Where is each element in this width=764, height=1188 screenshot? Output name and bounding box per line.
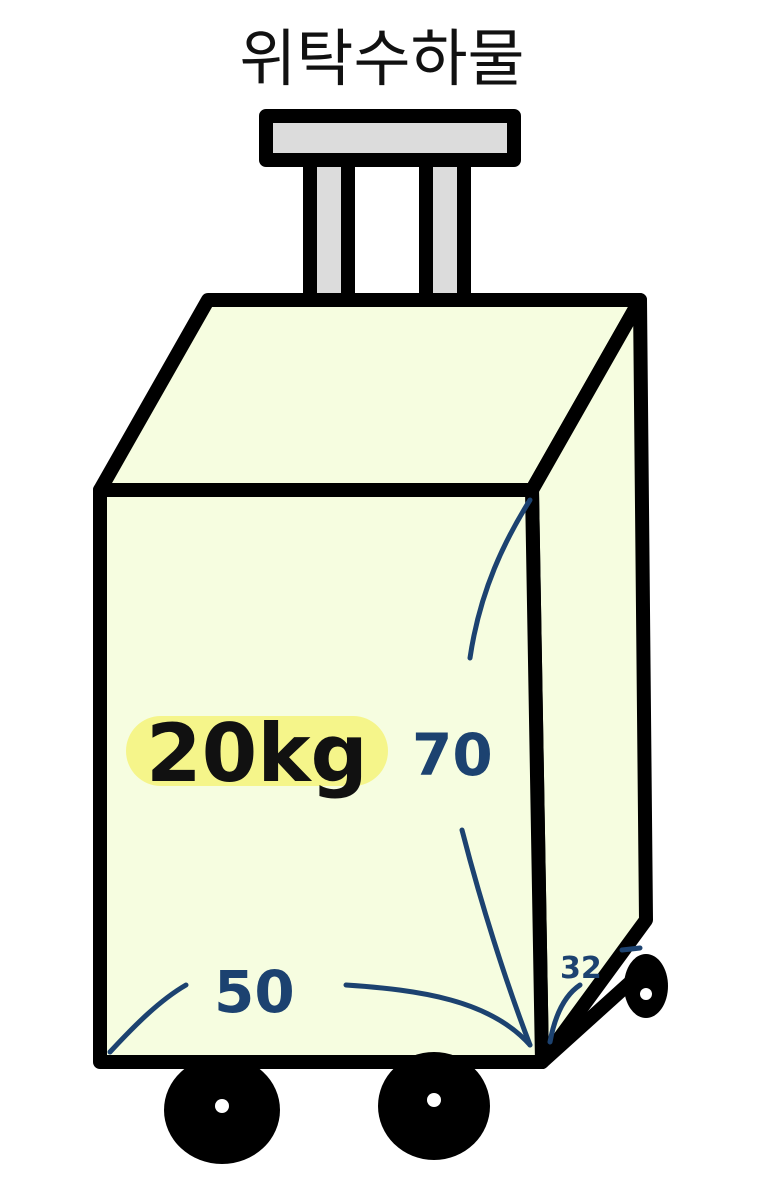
front-wheels xyxy=(164,1052,490,1164)
diagram-title: 위탁수하물 xyxy=(239,22,525,95)
suitcase-body xyxy=(93,293,653,1069)
weight-highlight xyxy=(126,716,388,786)
dimension-arcs xyxy=(107,497,643,1055)
height-dimension-label: 70 xyxy=(412,721,493,789)
depth-dimension-label: 32 xyxy=(560,951,602,986)
weight-label: 20kg xyxy=(146,707,368,800)
suitcase-handle xyxy=(259,109,521,307)
width-dimension-label: 50 xyxy=(214,958,295,1026)
